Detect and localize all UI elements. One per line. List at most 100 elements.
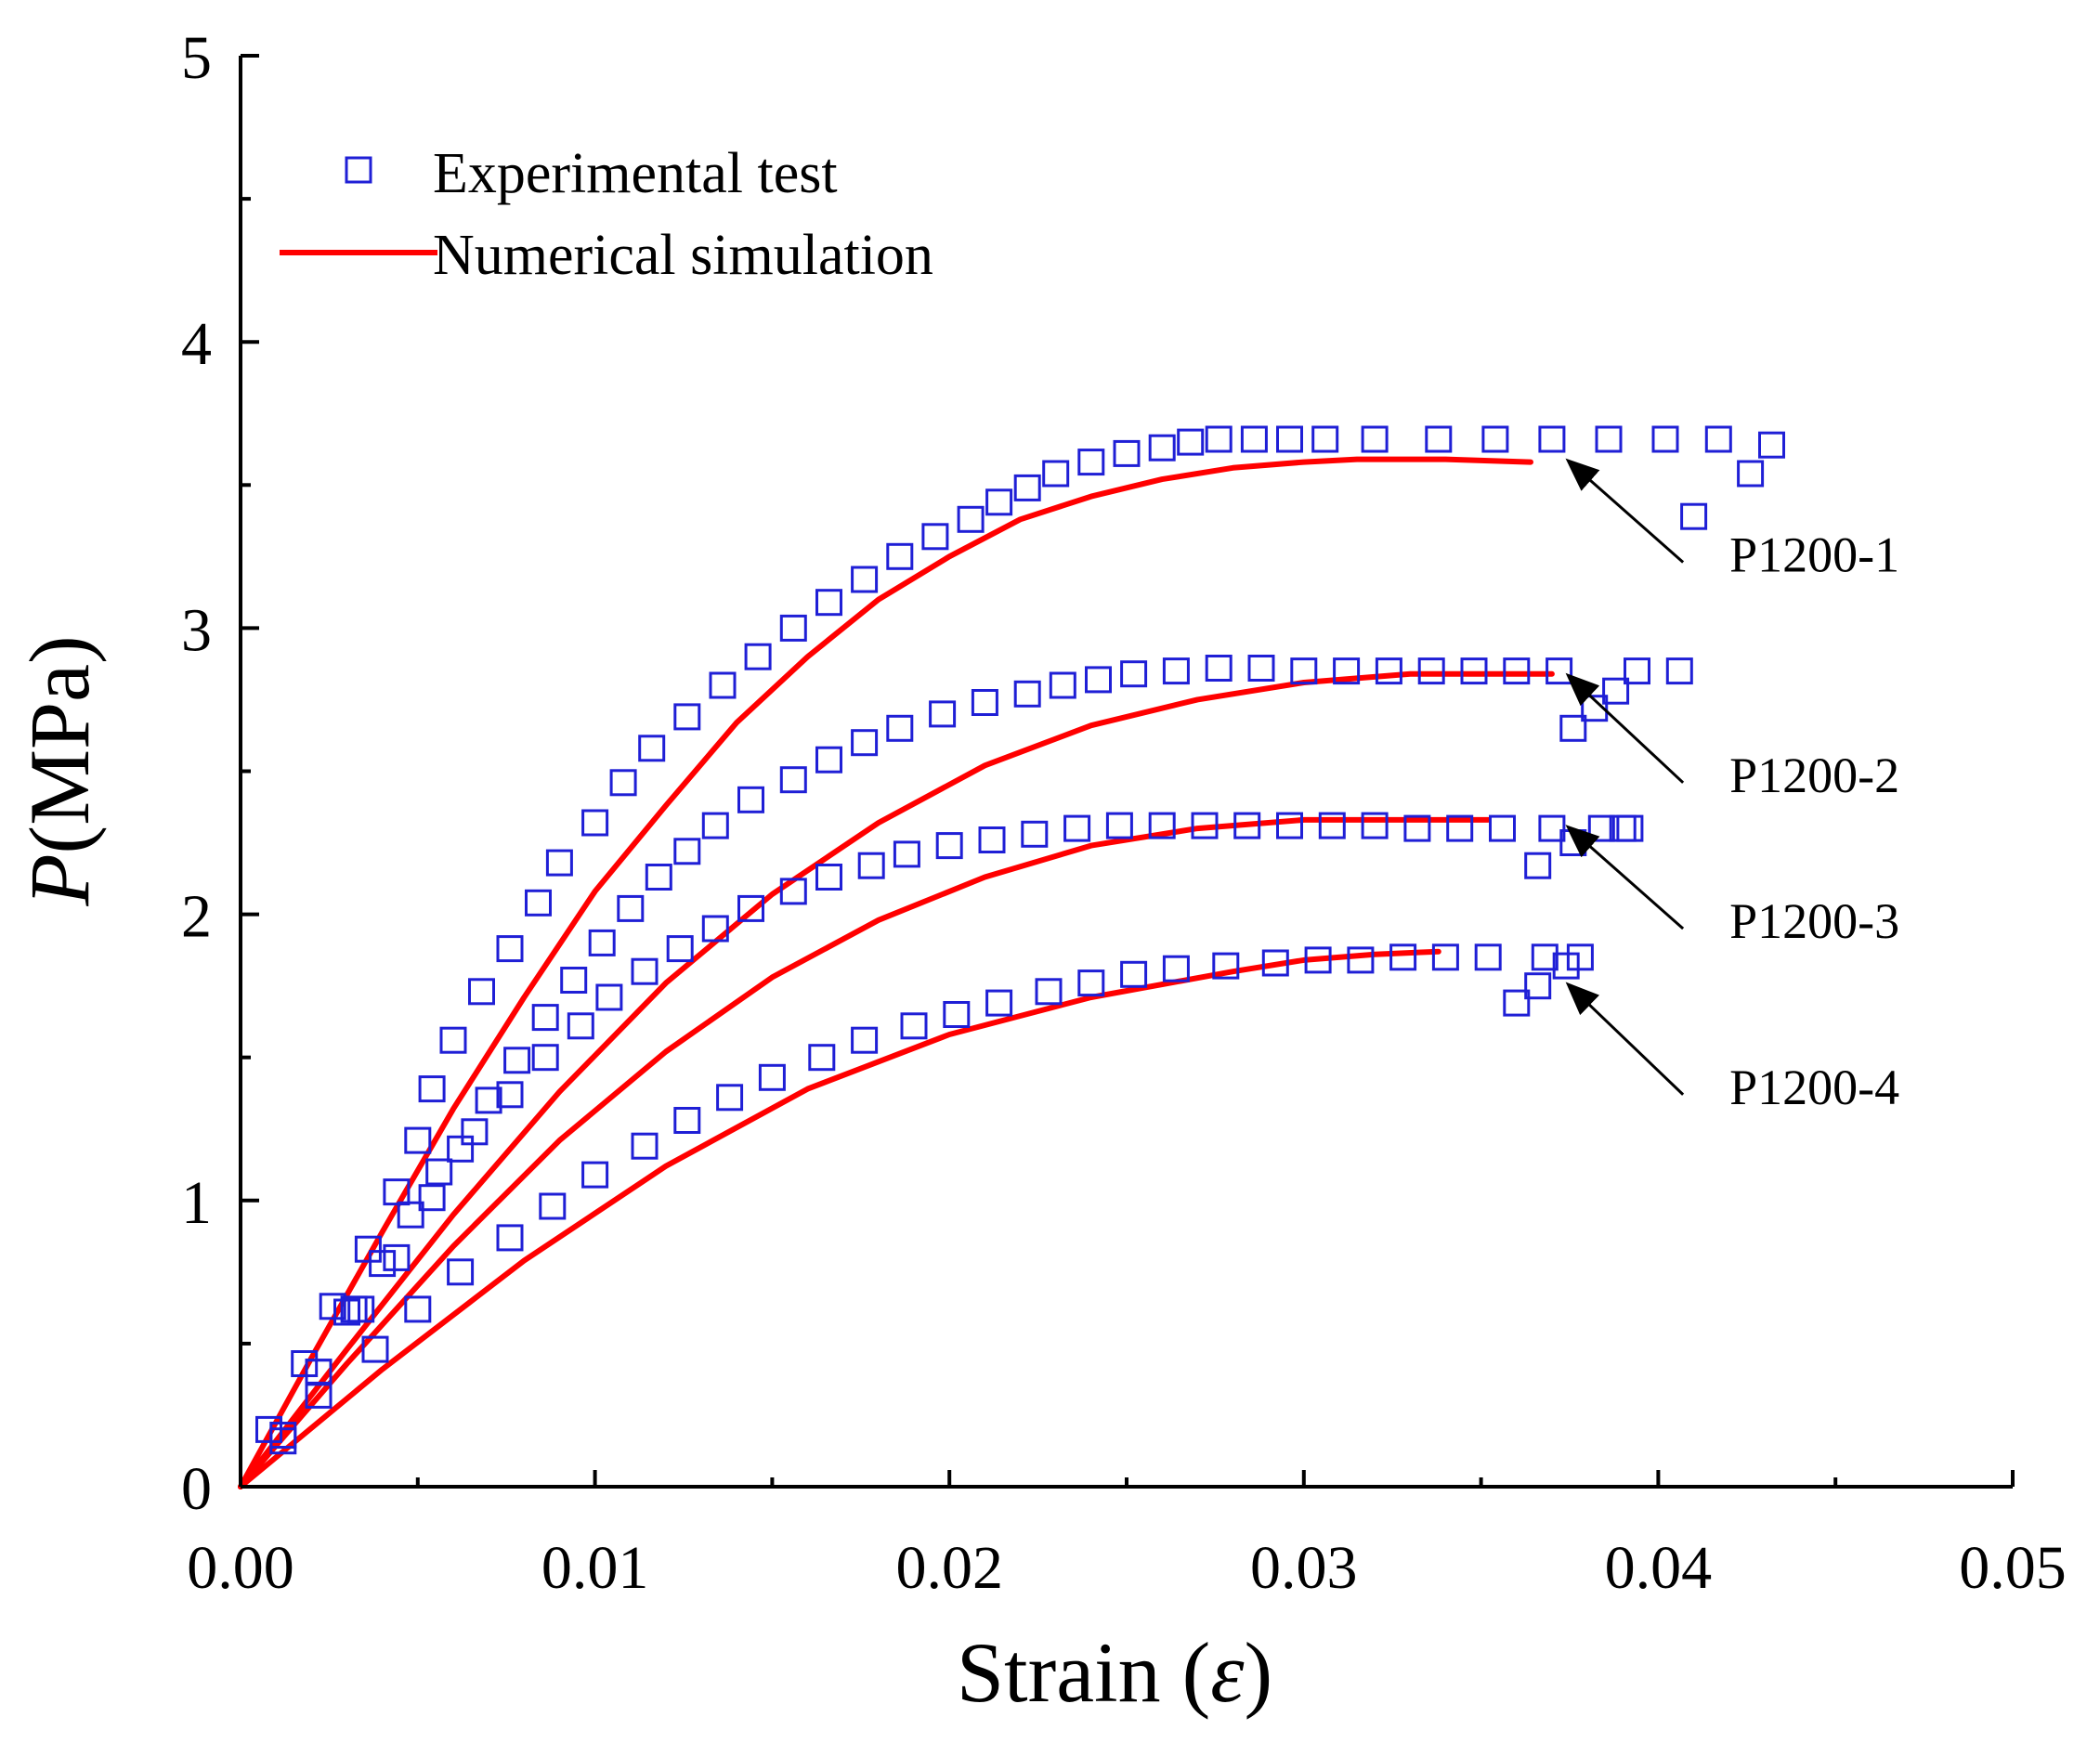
experimental-point bbox=[1212, 952, 1240, 980]
experimental-point bbox=[269, 1422, 297, 1449]
experimental-point bbox=[588, 929, 616, 956]
x-tick-label: 0.03 bbox=[1250, 1534, 1358, 1602]
experimental-point bbox=[1503, 657, 1531, 685]
experimental-point bbox=[1333, 657, 1361, 685]
experimental-point bbox=[1552, 952, 1580, 980]
x-tick-label: 0.05 bbox=[1959, 1534, 2067, 1602]
experimental-point bbox=[1680, 502, 1708, 530]
experimental-point bbox=[1077, 969, 1105, 997]
experimental-point bbox=[354, 1235, 382, 1263]
experimental-point bbox=[496, 1224, 524, 1252]
x-axis-title-main: Strain ( bbox=[957, 1625, 1210, 1720]
annotation-label-3: P1200-3 bbox=[1729, 893, 1899, 949]
experimental-point bbox=[1651, 425, 1679, 453]
experimental-point bbox=[1240, 425, 1268, 453]
experimental-point bbox=[1389, 943, 1417, 971]
experimental-point bbox=[716, 1084, 744, 1112]
experimental-point bbox=[957, 505, 985, 533]
experimental-point bbox=[1417, 657, 1445, 685]
experimental-point bbox=[468, 978, 495, 1006]
experimental-point bbox=[1531, 943, 1559, 971]
experimental-point bbox=[921, 523, 949, 551]
experimental-point bbox=[1085, 666, 1112, 694]
experimental-point bbox=[900, 1012, 928, 1040]
experimental-point bbox=[347, 1295, 375, 1323]
experimental-point bbox=[744, 643, 772, 670]
annotation-arrow-1 bbox=[1565, 458, 1685, 564]
experimental-point bbox=[383, 1178, 411, 1206]
simulation-layer bbox=[238, 456, 1555, 1489]
experimental-point bbox=[1049, 671, 1076, 699]
experimental-point bbox=[1460, 657, 1488, 685]
experimental-point bbox=[1304, 946, 1332, 974]
experimental-point bbox=[1177, 428, 1205, 456]
experimental-point bbox=[1148, 812, 1176, 839]
x-axis-title-close: ) bbox=[1245, 1625, 1273, 1720]
experimental-point bbox=[638, 735, 666, 762]
simulation-line-2 bbox=[238, 670, 1555, 1489]
experimental-point bbox=[1546, 657, 1573, 685]
experimental-point bbox=[886, 542, 914, 570]
experimental-point bbox=[1624, 657, 1650, 685]
legend-label-simulation: Numerical simulation bbox=[433, 224, 933, 287]
x-ticks: 0.00 0.01 0.02 0.03 0.04 0.05 bbox=[187, 1470, 2067, 1602]
experimental-point bbox=[418, 1184, 446, 1212]
experimental-point bbox=[851, 1026, 879, 1054]
experimental-point bbox=[404, 1126, 432, 1154]
experimental-point bbox=[808, 1044, 836, 1072]
y-axis-title-symbol: P bbox=[12, 853, 107, 906]
experimental-point bbox=[609, 769, 637, 797]
experimental-point bbox=[673, 703, 701, 731]
experimental-point bbox=[737, 786, 764, 813]
experimental-point bbox=[1191, 812, 1219, 839]
experimental-point bbox=[1524, 852, 1552, 879]
annotation-label-4: P1200-4 bbox=[1729, 1060, 1899, 1115]
experimental-point bbox=[1524, 972, 1552, 1000]
experimental-point bbox=[1021, 820, 1049, 848]
experimental-point bbox=[439, 1026, 467, 1054]
experimental-point bbox=[737, 894, 764, 922]
experimental-point bbox=[1481, 425, 1509, 453]
experimental-point bbox=[666, 935, 694, 963]
experimental-series-1 bbox=[255, 425, 1785, 1455]
experimental-point bbox=[319, 1293, 346, 1320]
experimental-point bbox=[1276, 812, 1303, 839]
experimental-point bbox=[539, 1192, 567, 1220]
experimental-point bbox=[971, 689, 998, 716]
y-tick-label: 4 bbox=[181, 310, 212, 378]
y-axis-title: P(MPa) bbox=[12, 635, 107, 906]
experimental-point bbox=[1042, 460, 1070, 488]
experimental-point bbox=[1566, 943, 1594, 971]
experimental-point bbox=[701, 812, 729, 839]
experimental-point bbox=[815, 589, 842, 617]
experimental-point bbox=[581, 1161, 609, 1189]
experimental-point bbox=[333, 1298, 360, 1326]
experimental-point bbox=[1602, 677, 1630, 705]
experimental-point bbox=[631, 957, 659, 985]
annotation-arrow-2 bbox=[1565, 672, 1685, 784]
experimental-point bbox=[425, 1158, 453, 1186]
experimental-point bbox=[496, 935, 524, 963]
experimental-point bbox=[1474, 943, 1502, 971]
experimental-point bbox=[1503, 989, 1531, 1017]
annotation-label-2: P1200-2 bbox=[1729, 748, 1899, 803]
x-tick-label: 0.04 bbox=[1605, 1534, 1713, 1602]
legend-marker-experimental bbox=[345, 156, 372, 184]
experimental-point bbox=[1035, 978, 1063, 1006]
legend-label-experimental: Experimental test bbox=[433, 142, 838, 205]
experimental-point bbox=[1375, 657, 1402, 685]
experimental-point bbox=[943, 1001, 971, 1028]
experimental-point bbox=[531, 1044, 559, 1072]
experimental-point bbox=[985, 488, 1013, 516]
experimental-point bbox=[1595, 425, 1623, 453]
experimental-point bbox=[1120, 960, 1148, 988]
y-tick-label: 5 bbox=[181, 24, 212, 92]
experimental-point bbox=[1290, 657, 1318, 685]
experimental-point bbox=[1105, 812, 1133, 839]
experimental-point bbox=[1665, 657, 1693, 685]
experimental-point bbox=[1276, 425, 1303, 453]
experimental-point bbox=[1347, 946, 1375, 974]
experimental-point bbox=[1737, 460, 1765, 488]
experimental-point bbox=[461, 1118, 489, 1146]
experimental-point bbox=[1247, 655, 1275, 682]
